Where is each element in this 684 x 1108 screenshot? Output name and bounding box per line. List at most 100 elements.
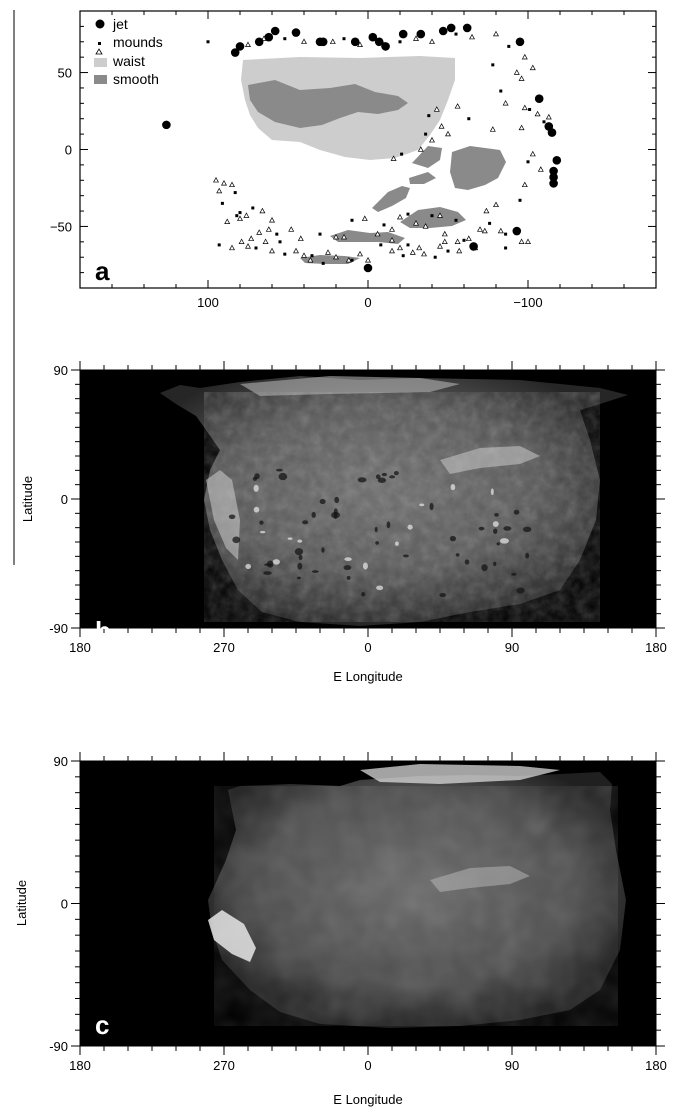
mound-point [433, 106, 440, 112]
mound-point [413, 35, 419, 41]
surface-spot [259, 530, 266, 534]
mound-point [398, 40, 402, 44]
mound-point [233, 191, 237, 195]
mound-point [483, 207, 490, 214]
mound-point [513, 69, 520, 75]
mound-point [499, 89, 503, 93]
surface-spot [245, 563, 252, 569]
surface-spot [259, 520, 264, 525]
mound-point [220, 201, 224, 205]
panel-b-xtick-label: 180 [69, 640, 91, 655]
panel-b-xtick-label: 180 [645, 640, 667, 655]
mound-point [397, 213, 403, 220]
legend-smooth-swatch [94, 75, 107, 84]
jet-point [230, 48, 240, 57]
panel-a: 100 0 −100 50 0 −50 jet mounds waist smooth a [50, 10, 657, 310]
panel-a-points [162, 23, 562, 273]
jet-point [547, 128, 557, 137]
surface-spot [343, 565, 352, 571]
mound-point [389, 247, 395, 254]
surface-spot [228, 514, 236, 520]
jet-point [549, 172, 558, 182]
jet-point [549, 179, 558, 188]
jet-point [291, 28, 301, 37]
surface-spot [319, 498, 326, 505]
panel-b-bright-rim [206, 470, 240, 560]
mound-point [456, 247, 463, 254]
jet-point [254, 37, 264, 47]
panel-c-ytick-label: 90 [54, 754, 68, 769]
surface-spot [344, 557, 352, 562]
surface-spot [266, 560, 274, 568]
mound-point [441, 238, 448, 244]
panel-c-xtick-label: 90 [505, 1058, 519, 1073]
jet-point [515, 37, 525, 47]
panel-c-polar-band [360, 764, 560, 784]
mound-point [251, 206, 255, 210]
mound-point [310, 254, 314, 258]
legend-smooth-label: smooth [113, 71, 159, 87]
mound-point [422, 223, 429, 229]
mound-point [229, 244, 235, 251]
mound-point [237, 215, 243, 221]
mound-point [259, 207, 266, 214]
surface-spot [287, 537, 293, 540]
surface-spot [389, 475, 395, 479]
mound-point [216, 187, 223, 194]
surface-spot [494, 512, 499, 517]
jet-point [270, 26, 280, 36]
mound-point [413, 220, 419, 226]
surface-spot [272, 559, 280, 565]
mound-point [529, 150, 536, 157]
smooth-region-7 [330, 230, 405, 244]
jet-point [416, 29, 426, 39]
surface-spot [232, 536, 241, 544]
mound-point [278, 240, 282, 244]
mound-point [275, 232, 279, 236]
legend-waist-swatch [94, 58, 107, 67]
mound-point [537, 166, 544, 172]
mound-point [534, 110, 541, 117]
mound-point [416, 244, 423, 251]
panel-a-ticks: 100 0 −100 50 0 −50 [50, 10, 657, 310]
mound-point [518, 75, 525, 81]
smooth-region-3 [412, 146, 442, 168]
surface-spot [490, 488, 494, 496]
surface-spot [311, 570, 319, 573]
mound-point [437, 243, 443, 249]
surface-spot [407, 524, 413, 530]
legend-mounds-triangle [95, 48, 103, 55]
mound-point [454, 32, 458, 36]
legend-waist-label: waist [112, 53, 145, 69]
mound-point [288, 226, 295, 232]
surface-spot [492, 521, 499, 527]
mound-point [269, 247, 275, 254]
surface-spot [296, 576, 301, 580]
mound-point [318, 232, 322, 236]
mound-point [518, 198, 522, 202]
surface-spot [429, 502, 434, 511]
mound-point [389, 236, 395, 243]
mound-point [504, 232, 508, 236]
jet-point [438, 26, 448, 36]
mound-point [382, 223, 386, 227]
panel-c-map [208, 764, 626, 1028]
panel-b-polar-streak [240, 376, 460, 396]
surface-spot [346, 575, 351, 580]
mound-point [350, 218, 354, 222]
surface-spot [493, 561, 497, 566]
surface-spot [297, 539, 303, 543]
surface-spot [499, 538, 509, 544]
mound-point [502, 100, 509, 106]
mound-point [437, 212, 443, 218]
mound-point [429, 38, 435, 44]
surface-spot [374, 526, 378, 533]
mound-point [329, 38, 336, 44]
mound-point [409, 249, 416, 255]
surface-spot [376, 585, 384, 591]
surface-spot [395, 541, 399, 546]
mound-point [248, 235, 255, 241]
panel-b-letter: b [95, 616, 111, 646]
mound-point [462, 238, 466, 242]
legend-jet-label: jet [112, 16, 128, 32]
